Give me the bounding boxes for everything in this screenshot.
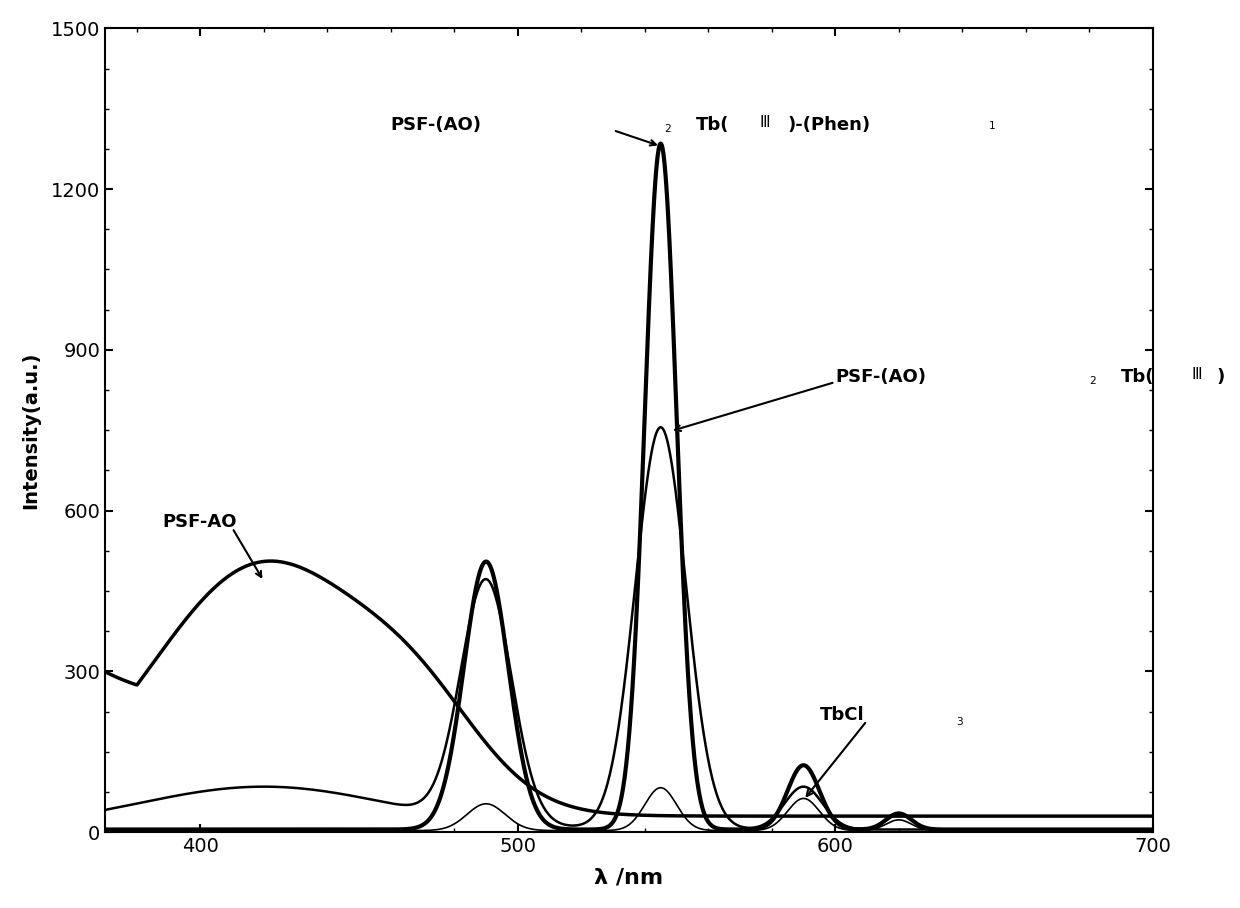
Text: )-(Phen): )-(Phen) (787, 116, 870, 134)
Text: $_2$: $_2$ (1089, 371, 1097, 387)
Text: $Ⅲ$: $Ⅲ$ (1190, 366, 1202, 382)
Text: $_3$: $_3$ (956, 713, 963, 727)
Text: PSF-AO: PSF-AO (162, 513, 237, 531)
Text: $_1$: $_1$ (987, 116, 996, 132)
Text: Tb(: Tb( (1121, 368, 1154, 386)
Text: $Ⅲ$: $Ⅲ$ (759, 114, 770, 130)
Text: PSF-(AO): PSF-(AO) (836, 368, 926, 386)
Y-axis label: Intensity(a.u.): Intensity(a.u.) (21, 351, 40, 509)
Text: PSF-(AO): PSF-(AO) (391, 116, 482, 134)
Text: ): ) (1216, 368, 1224, 386)
Text: TbCl: TbCl (820, 706, 864, 724)
X-axis label: λ /nm: λ /nm (594, 867, 663, 887)
Text: Tb(: Tb( (696, 116, 729, 134)
Text: $_2$: $_2$ (663, 120, 672, 135)
